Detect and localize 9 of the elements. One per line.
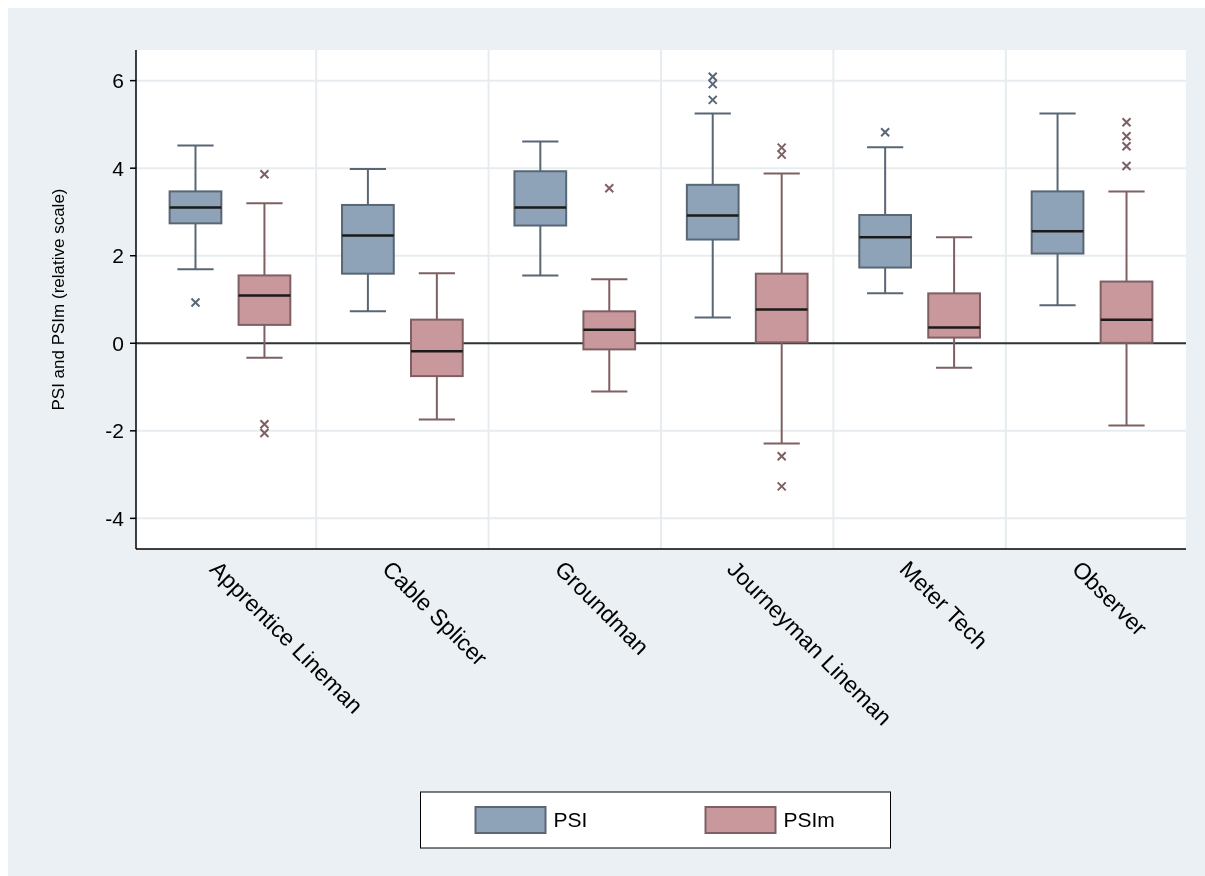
y-tick-label: -2	[105, 419, 124, 443]
y-tick-label: 4	[112, 156, 125, 180]
legend-label: PSI	[553, 808, 588, 832]
y-tick-label: -4	[105, 506, 125, 530]
legend-label: PSIm	[783, 808, 835, 832]
y-tick-label: 6	[112, 68, 124, 92]
y-tick-label: 2	[112, 244, 124, 268]
y-tick-label: 0	[112, 331, 124, 355]
y-axis-title: PSI and PSIm (relative scale)	[49, 188, 68, 411]
